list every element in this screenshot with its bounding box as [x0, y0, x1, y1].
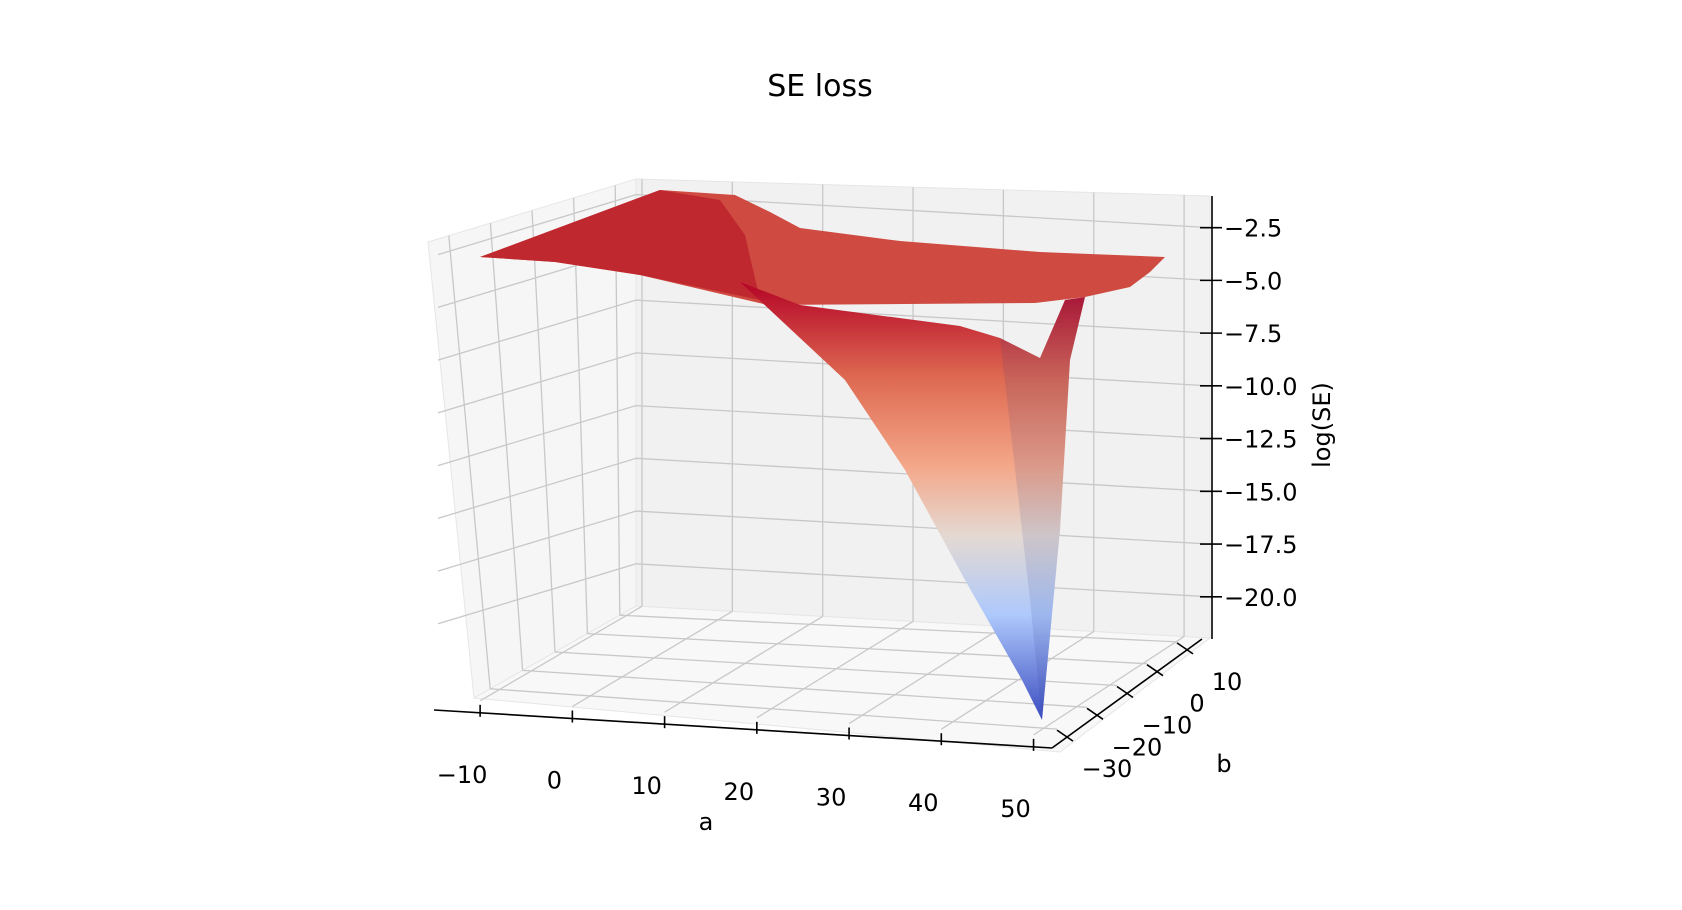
z-tick-label: −2.5 [1224, 215, 1282, 243]
y-axis-label: b [1216, 750, 1231, 778]
z-tick-label: −5.0 [1224, 267, 1282, 295]
x-tick-label: 10 [631, 772, 662, 800]
grid-line-z-side [437, 510, 637, 572]
chart-title: SE loss [767, 69, 872, 104]
x-tick-label: 20 [724, 778, 755, 806]
grid-line-x [756, 620, 914, 719]
y-tick-label: 10 [1212, 668, 1243, 696]
grid-line-y [587, 632, 1148, 665]
y-tick-label: −30 [1082, 755, 1133, 783]
grid-line-z-side [437, 194, 637, 256]
z-tick-label: −17.5 [1224, 531, 1298, 559]
surface-valley-shade [1000, 297, 1085, 720]
grid-line-x [848, 625, 1004, 725]
grid-line-z [635, 510, 1211, 545]
x-axis-line [433, 709, 1053, 749]
grid-line-y-side [531, 210, 556, 653]
grid-line-y [619, 614, 1178, 643]
x-tick-label: 30 [816, 784, 847, 812]
x-tick-label: −10 [437, 761, 488, 789]
grid-line-x [479, 605, 643, 702]
z-tick-label: −10.0 [1224, 373, 1298, 401]
grid-line-z-side [437, 563, 637, 625]
y-tick-mark [1116, 685, 1134, 699]
grid-line-y-side [448, 235, 491, 689]
grid-line-y [490, 688, 1058, 730]
grid-line-z-side [437, 299, 637, 361]
grid-line-x [1033, 636, 1185, 736]
z-axis-label: log(SE) [1308, 382, 1336, 468]
grid-line-x [664, 615, 824, 713]
y-tick-mark [1146, 664, 1164, 677]
y-tick-label: 0 [1189, 690, 1204, 718]
z-tick-label: −7.5 [1224, 320, 1282, 348]
surface-valley [740, 282, 1085, 720]
surface [480, 190, 1165, 720]
x-tick-label: 50 [1000, 795, 1031, 823]
y-ticks: −30−20−100 10 [1056, 642, 1243, 783]
z-ticks: −2.5 −5.0 −7.5 −10.0 −12.5 −15.0 −17.5 −20.0 [1200, 215, 1298, 612]
grid-line-z [635, 299, 1211, 334]
x-ticks: −10 0 10 20 30 40 50 [437, 704, 1035, 823]
grid-line-z-side [437, 352, 637, 414]
surface-plateau-left [480, 190, 760, 300]
x-tick-label: 40 [908, 789, 939, 817]
z-tick-label: −15.0 [1224, 478, 1298, 506]
y-tick-label: −10 [1142, 712, 1193, 740]
x-axis-label: a [699, 808, 714, 836]
grid-line-x [940, 630, 1095, 730]
grid-line-z [635, 563, 1211, 598]
x-tick-label: 0 [547, 767, 562, 795]
z-tick-label: −12.5 [1224, 426, 1298, 454]
grid-line-y-side [572, 197, 589, 634]
grid-line-y-side [489, 223, 524, 671]
grid-line-y [522, 669, 1088, 708]
y-tick-mark [1176, 642, 1194, 655]
grid-line-z-side [437, 457, 637, 519]
y-tick-label: −20 [1112, 733, 1163, 761]
z-tick-label: −20.0 [1224, 584, 1298, 612]
grid-line-z-side [437, 404, 637, 467]
y-tick-mark [1086, 707, 1104, 720]
y-tick-mark [1056, 729, 1074, 742]
grid-line-x [572, 610, 733, 708]
